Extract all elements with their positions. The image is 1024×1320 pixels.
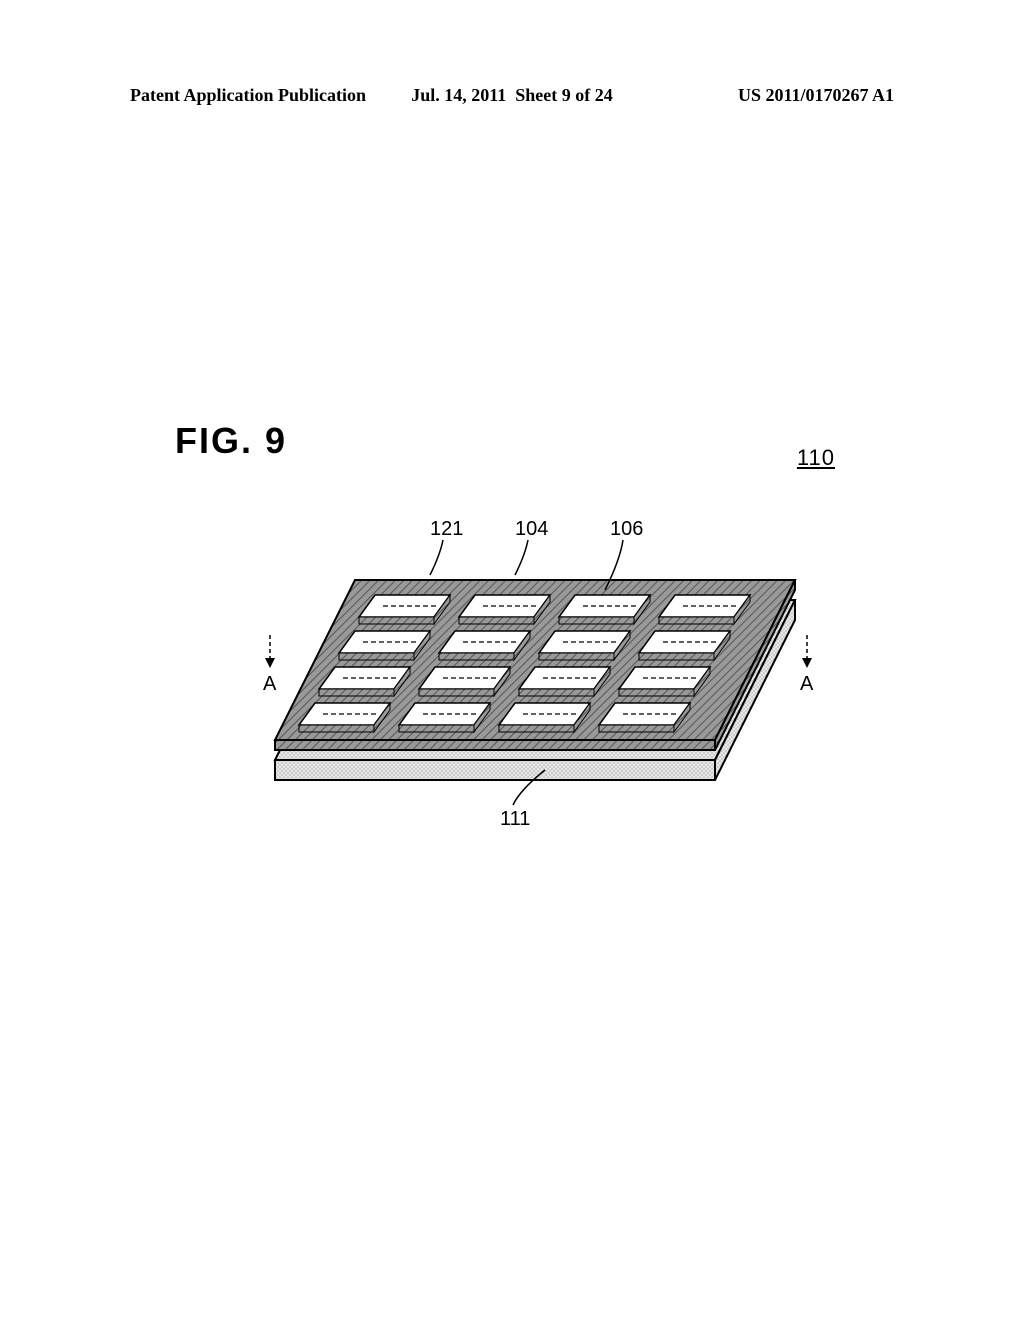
page-header: Patent Application Publication Jul. 14, … <box>0 85 1024 106</box>
opening-cell <box>419 667 510 696</box>
callout-111: 111 <box>500 808 530 830</box>
opening-cell <box>359 595 450 624</box>
figure-9-container: FIG. 9 110 <box>175 420 855 820</box>
opening-cell <box>519 667 610 696</box>
callout-106: 106 <box>610 518 643 540</box>
opening-cell <box>319 667 410 696</box>
opening-cell <box>599 703 690 732</box>
section-marker-right: A <box>800 673 814 695</box>
opening-cell <box>299 703 390 732</box>
opening-cell <box>659 595 750 624</box>
publication-date-sheet: Jul. 14, 2011 Sheet 9 of 24 <box>385 85 640 106</box>
opening-cell <box>339 631 430 660</box>
section-marker-left: A <box>263 673 277 695</box>
reference-110: 110 <box>797 445 835 471</box>
figure-label: FIG. 9 <box>175 420 287 462</box>
opening-cell <box>399 703 490 732</box>
opening-cell <box>639 631 730 660</box>
opening-cell <box>499 703 590 732</box>
callout-121: 121 <box>430 518 463 540</box>
opening-cell <box>619 667 710 696</box>
isometric-diagram: 121 104 106 111 A A <box>215 480 835 860</box>
publication-number: US 2011/0170267 A1 <box>639 85 894 106</box>
opening-cell <box>459 595 550 624</box>
publication-type: Patent Application Publication <box>130 85 385 106</box>
opening-cell <box>559 595 650 624</box>
callout-104: 104 <box>515 518 548 540</box>
opening-cell <box>439 631 530 660</box>
opening-cell <box>539 631 630 660</box>
